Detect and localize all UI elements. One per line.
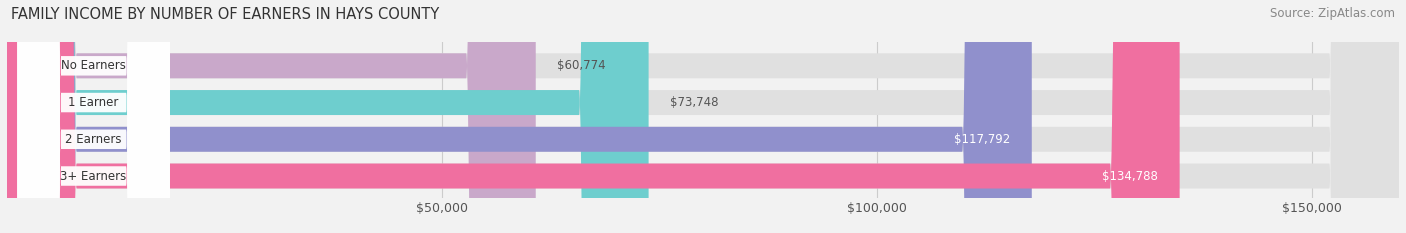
FancyBboxPatch shape: [17, 0, 170, 233]
Text: $73,748: $73,748: [671, 96, 718, 109]
Text: FAMILY INCOME BY NUMBER OF EARNERS IN HAYS COUNTY: FAMILY INCOME BY NUMBER OF EARNERS IN HA…: [11, 7, 440, 22]
FancyBboxPatch shape: [7, 0, 1399, 233]
FancyBboxPatch shape: [7, 0, 1032, 233]
FancyBboxPatch shape: [17, 0, 170, 233]
FancyBboxPatch shape: [7, 0, 1399, 233]
FancyBboxPatch shape: [7, 0, 1180, 233]
Text: $134,788: $134,788: [1102, 170, 1159, 182]
Text: $117,792: $117,792: [953, 133, 1010, 146]
Text: 1 Earner: 1 Earner: [69, 96, 118, 109]
FancyBboxPatch shape: [7, 0, 648, 233]
FancyBboxPatch shape: [17, 0, 170, 233]
Text: $60,774: $60,774: [558, 59, 606, 72]
Text: Source: ZipAtlas.com: Source: ZipAtlas.com: [1270, 7, 1395, 20]
Text: No Earners: No Earners: [60, 59, 127, 72]
Text: 2 Earners: 2 Earners: [65, 133, 122, 146]
FancyBboxPatch shape: [7, 0, 1399, 233]
Text: 3+ Earners: 3+ Earners: [60, 170, 127, 182]
FancyBboxPatch shape: [7, 0, 1399, 233]
FancyBboxPatch shape: [7, 0, 536, 233]
FancyBboxPatch shape: [17, 0, 170, 233]
